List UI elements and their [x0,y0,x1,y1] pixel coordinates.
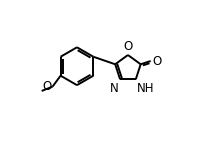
Text: N: N [110,82,119,95]
Text: NH: NH [137,82,155,95]
Text: O: O [153,55,162,67]
Text: O: O [124,40,133,52]
Text: O: O [42,80,51,93]
